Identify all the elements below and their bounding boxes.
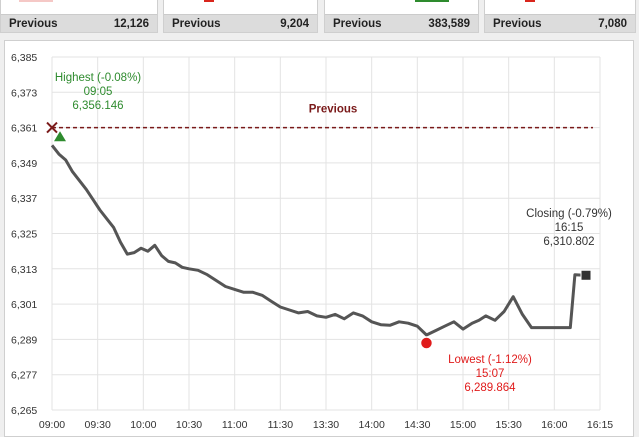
- lowest-annotation: 6,289.864: [464, 382, 516, 394]
- x-tick-label: 15:30: [496, 419, 522, 431]
- card-footer: Previous 7,080: [485, 14, 635, 32]
- summary-card-2[interactable]: Previous 9,204: [163, 0, 318, 33]
- card-label: Previous: [493, 17, 542, 30]
- closing-annotation: Closing (-0.79%): [526, 208, 612, 220]
- card-value: 383,589: [428, 17, 470, 30]
- y-tick-label: 6,313: [11, 264, 37, 276]
- card-label: Previous: [333, 17, 382, 30]
- intraday-chart-panel: [4, 40, 634, 437]
- y-tick-label: 6,277: [11, 370, 37, 382]
- x-axis: 09:00 09:30 10:00 10:30 11:00 11:30 13:30 14:00…: [39, 419, 613, 431]
- close-icon: [46, 121, 58, 134]
- trend-indicator: [204, 0, 214, 2]
- x-tick-label: 10:30: [176, 419, 202, 431]
- x-tick-label: 16:00: [541, 419, 567, 431]
- y-tick-label: 6,373: [11, 87, 37, 99]
- y-tick-label: 6,385: [11, 52, 37, 64]
- x-tick-label: 11:30: [268, 419, 294, 431]
- summary-card-1[interactable]: Previous 12,126: [0, 0, 158, 33]
- trend-indicator: [19, 0, 53, 2]
- trend-indicator: [525, 0, 535, 2]
- previous-reference: Previous: [46, 104, 593, 134]
- card-footer: Previous 9,204: [164, 14, 317, 32]
- x-tick-label: 10:00: [130, 419, 156, 431]
- x-tick-label: 14:00: [359, 419, 385, 431]
- y-axis: 6,385 6,373 6,361 6,349 6,337 6,325 6,313 6,301…: [11, 52, 37, 417]
- chart-markers: Highest (-0.08%) 09:05 6,356.146 Lowest (-1…: [54, 72, 612, 394]
- highest-annotation: 6,356.146: [72, 100, 123, 112]
- price-line: [50, 144, 585, 337]
- x-tick-label: 13:30: [313, 419, 339, 431]
- x-tick-label: 11:00: [222, 419, 248, 431]
- square-icon: [580, 269, 592, 281]
- card-value: 7,080: [598, 17, 627, 30]
- circle-icon: [419, 336, 434, 350]
- card-footer: Previous 383,589: [325, 14, 478, 32]
- y-tick-label: 6,289: [11, 334, 37, 346]
- summary-cards: Previous 12,126 Previous 9,204 Previous …: [0, 0, 639, 36]
- y-tick-label: 6,325: [11, 229, 37, 241]
- y-tick-label: 6,301: [11, 299, 37, 311]
- y-tick-label: 6,265: [11, 405, 37, 417]
- card-label: Previous: [172, 17, 221, 30]
- price-series: [50, 144, 585, 337]
- card-footer: Previous 12,126: [1, 14, 157, 32]
- lowest-annotation: Lowest (-1.12%): [448, 354, 532, 366]
- x-tick-label: 15:00: [450, 419, 476, 431]
- closing-annotation: 16:15: [555, 222, 584, 234]
- summary-card-4[interactable]: Previous 7,080: [484, 0, 636, 33]
- y-tick-label: 6,361: [11, 123, 37, 135]
- y-tick-label: 6,337: [11, 193, 37, 205]
- x-tick-label: 09:00: [39, 419, 65, 431]
- lowest-annotation: 15:07: [476, 368, 505, 380]
- reference-label: Previous: [309, 104, 358, 116]
- y-tick-label: 6,349: [11, 158, 37, 170]
- closing-annotation: 6,310.802: [543, 236, 594, 248]
- summary-card-3[interactable]: Previous 383,589: [324, 0, 479, 33]
- x-tick-label: 16:15: [587, 419, 613, 431]
- x-tick-label: 14:30: [404, 419, 430, 431]
- highest-annotation: 09:05: [84, 86, 113, 98]
- card-value: 9,204: [280, 17, 309, 30]
- trend-indicator: [415, 0, 449, 2]
- x-tick-label: 09:30: [85, 419, 111, 431]
- highest-annotation: Highest (-0.08%): [55, 72, 141, 84]
- triangle-up-icon: [54, 131, 66, 142]
- card-label: Previous: [9, 17, 58, 30]
- card-value: 12,126: [113, 17, 149, 30]
